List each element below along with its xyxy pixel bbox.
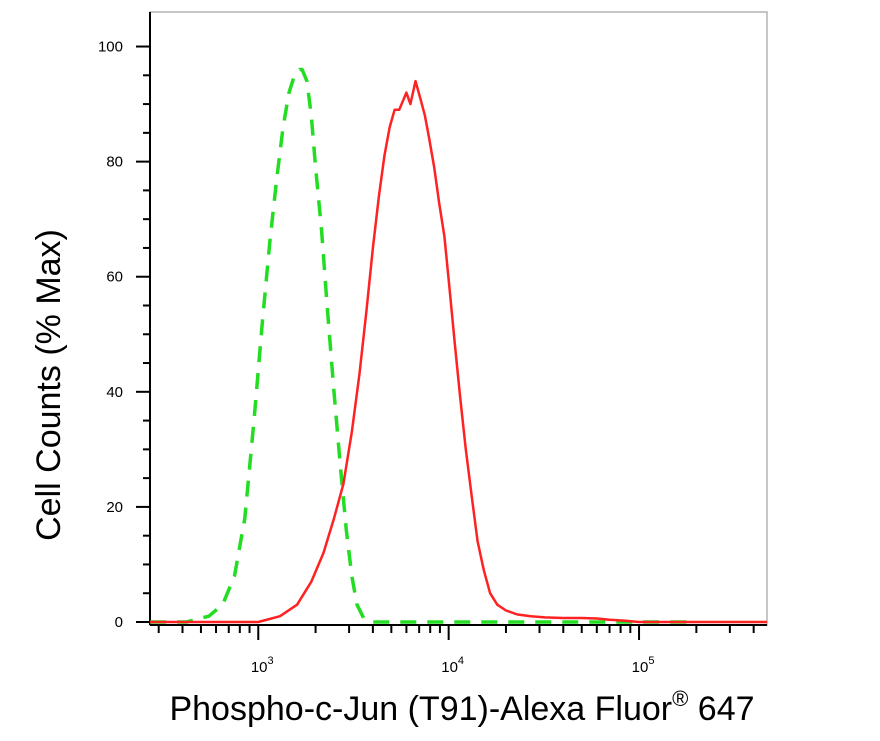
series-layer [150,67,767,624]
x-axis-title-main: Phospho-c-Jun (T91)-Alexa Fluor [169,690,672,728]
y-tick-label: 40 [106,384,123,401]
x-tick-label: 104 [441,655,464,676]
x-tick-label: 103 [251,655,274,676]
x-axis-title-suffix: 647 [688,690,754,728]
y-axis-title: Cell Counts (% Max) [30,229,68,541]
control-series-line [150,67,697,624]
y-tick-label: 60 [106,269,123,286]
y-tick-label: 20 [106,499,123,516]
y-tick-label: 80 [106,154,123,171]
x-axis-title-superscript: ® [672,686,688,711]
y-axis-ticks: 0 20 40 60 80 100 [98,39,150,631]
y-tick-label: 0 [115,614,123,631]
x-axis-title: Phospho-c-Jun (T91)-Alexa Fluor® 647 [169,686,754,728]
y-tick-label: 100 [98,39,123,56]
x-tick-label: 105 [632,655,655,676]
sample-series-line [150,79,767,624]
plot-frame [149,11,768,626]
x-axis-ticks: 103 104 105 [157,625,755,676]
